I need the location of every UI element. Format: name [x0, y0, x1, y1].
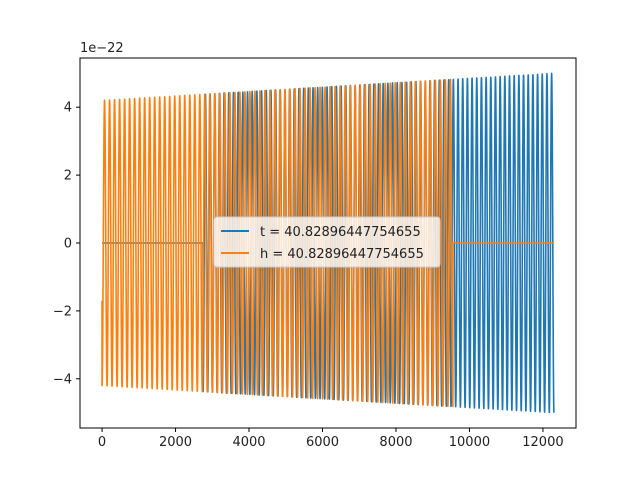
y-tick-label: −2: [53, 304, 72, 319]
legend-label-h: h = 40.82896447754655: [260, 247, 424, 262]
legend-label-t: t = 40.82896447754655: [260, 225, 421, 240]
x-tick-label: 4000: [232, 435, 265, 450]
y-tick-label: −4: [53, 372, 72, 387]
y-axis: −4 −2 0 2 4: [53, 101, 80, 387]
x-tick-label: 12000: [522, 435, 563, 450]
y-tick-label: 0: [64, 237, 72, 252]
x-tick-label: 6000: [306, 435, 339, 450]
legend-box: [213, 216, 441, 268]
x-tick-label: 10000: [449, 435, 490, 450]
series-layer: [101, 72, 555, 414]
series-line-h: [101, 78, 555, 408]
legend: t = 40.82896447754655 h = 40.82896447754…: [213, 216, 441, 268]
x-tick-label: 2000: [159, 435, 192, 450]
y-tick-label: 2: [64, 169, 72, 184]
x-axis: 0 2000 4000 6000 8000 10000 12000: [98, 428, 564, 450]
x-tick-label: 8000: [379, 435, 412, 450]
y-offset-label: 1e−22: [80, 41, 124, 56]
series-line-t: [101, 72, 555, 414]
y-tick-label: 4: [64, 101, 72, 116]
x-tick-label: 0: [98, 435, 106, 450]
